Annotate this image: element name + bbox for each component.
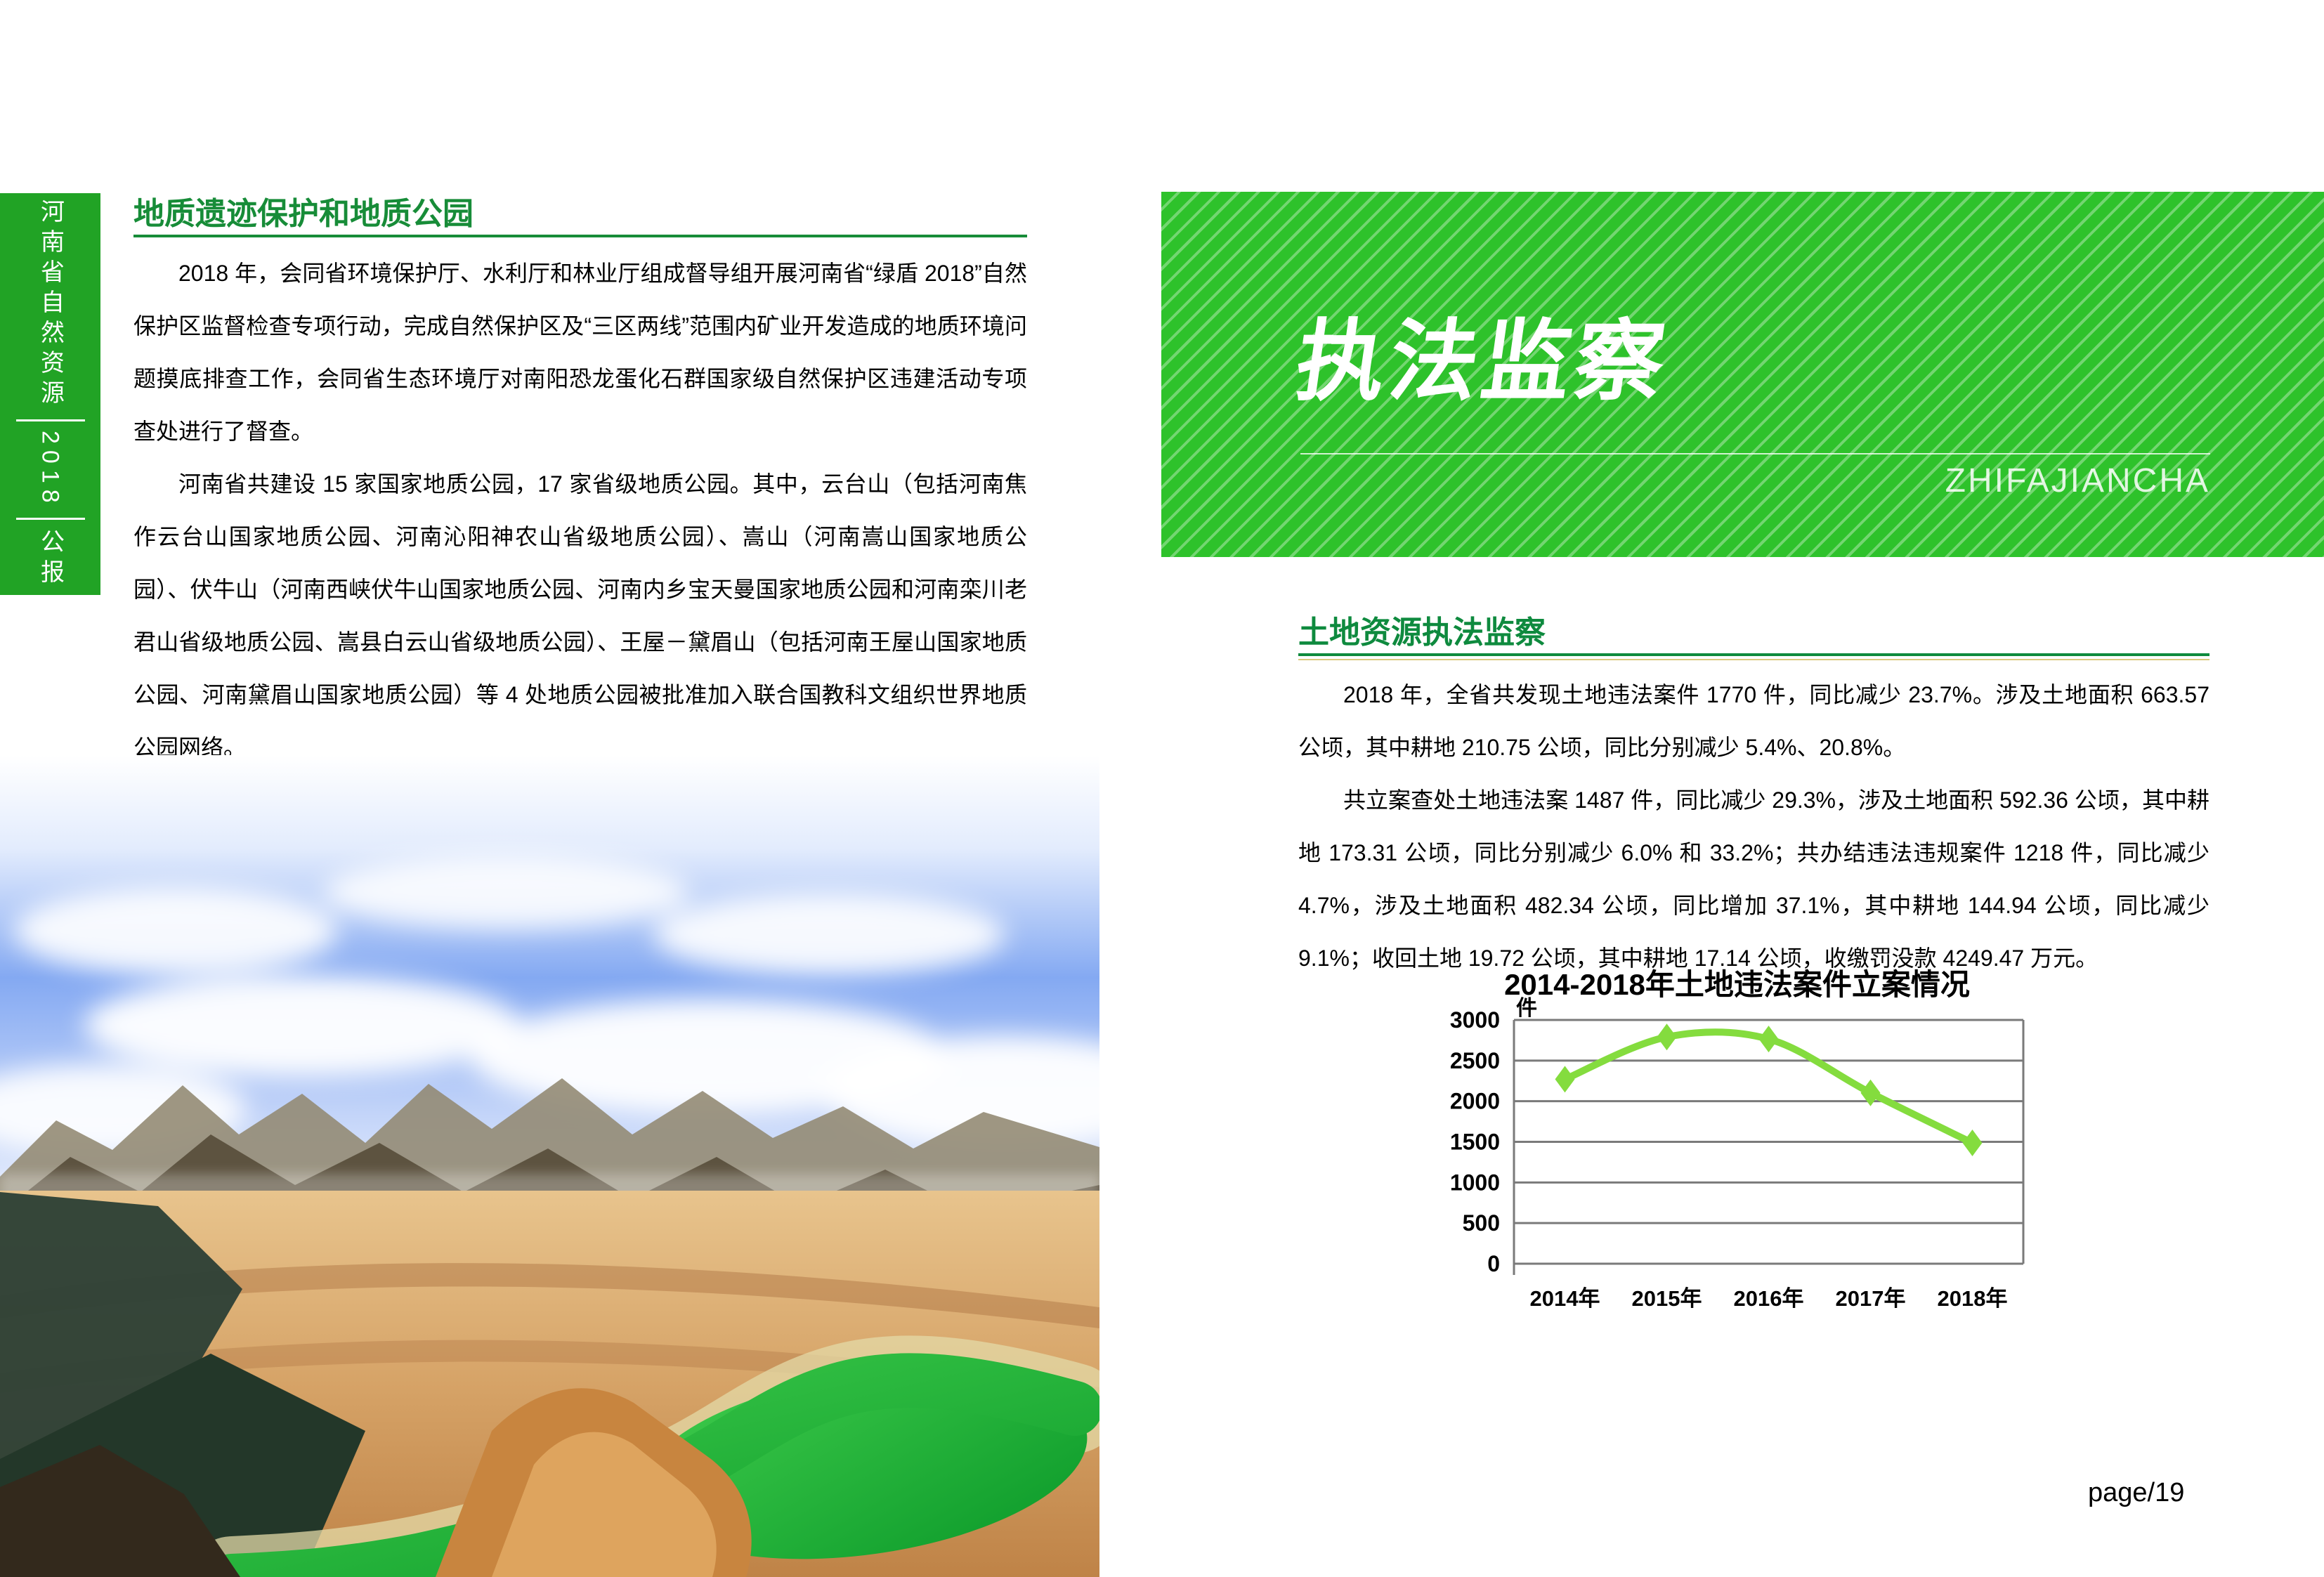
spine-bar: 河南省自然资源 2018 公报 bbox=[0, 193, 100, 595]
svg-text:2015年: 2015年 bbox=[1632, 1286, 1702, 1311]
spine-year: 2018 bbox=[37, 430, 64, 509]
spine-divider bbox=[15, 419, 85, 421]
svg-text:3000: 3000 bbox=[1450, 1007, 1500, 1033]
body-paragraph: 2018 年，全省共发现土地违法案件 1770 件，同比减少 23.7%。涉及土… bbox=[1298, 682, 2209, 760]
canyon-photo: page/18 bbox=[0, 755, 1099, 1577]
chart-title: 2014-2018年土地违法案件立案情况 bbox=[1504, 968, 1970, 1001]
svg-text:2016年: 2016年 bbox=[1734, 1286, 1804, 1311]
svg-text:1000: 1000 bbox=[1450, 1170, 1500, 1195]
svg-text:2018年: 2018年 bbox=[1938, 1286, 2008, 1311]
chapter-banner: 执法监察 ZHIFAJIANCHA bbox=[1161, 192, 2324, 557]
canyon-photo-illustration bbox=[0, 755, 1099, 1577]
svg-text:2017年: 2017年 bbox=[1836, 1286, 1906, 1311]
section-title-land-enforcement: 土地资源执法监察 bbox=[1298, 615, 1546, 650]
svg-text:2500: 2500 bbox=[1450, 1048, 1500, 1073]
svg-text:2000: 2000 bbox=[1450, 1089, 1500, 1114]
right-body-text: 2018 年，全省共发现土地违法案件 1770 件，同比减少 23.7%。涉及土… bbox=[1298, 669, 2209, 985]
section-title-underline-green bbox=[1298, 653, 2209, 656]
chapter-subtitle-pinyin: ZHIFAJIANCHA bbox=[1945, 462, 2210, 499]
page-number-right: page/19 bbox=[2088, 1478, 2185, 1507]
chart-canvas: 0 500 1000 1500 2000 2500 3000 2014年 2015年 2016年 2… bbox=[1450, 1007, 2025, 1311]
chapter-title: 执法监察 bbox=[1290, 312, 1676, 411]
svg-text:1500: 1500 bbox=[1450, 1130, 1500, 1155]
banner-divider bbox=[1300, 453, 2210, 454]
spine-label: 公报 bbox=[37, 529, 64, 590]
section-title-geology: 地质遗迹保护和地质公园 bbox=[133, 197, 474, 231]
cases-line-chart: 2014-2018年土地违法案件立案情况 件 0 500 1000 1500 2000 2… bbox=[1405, 950, 2069, 1357]
body-paragraph: 2018 年，会同省环境保护厅、水利厅和林业厅组成督导组开展河南省“绿盾 201… bbox=[133, 261, 1027, 444]
svg-text:2014年: 2014年 bbox=[1530, 1286, 1600, 1311]
body-paragraph: 共立案查处土地违法案 1487 件，同比减少 29.3%，涉及土地面积 592.… bbox=[1298, 787, 2209, 971]
body-paragraph: 河南省共建设 15 家国家地质公园，17 家省级地质公园。其中，云台山（包括河南… bbox=[133, 471, 1027, 760]
spine-series-title: 河南省自然资源 bbox=[37, 198, 64, 410]
svg-text:0: 0 bbox=[1487, 1251, 1500, 1276]
section-title-underline-gold bbox=[1298, 659, 2209, 660]
spine-divider bbox=[15, 518, 85, 521]
chart-unit-label: 件 bbox=[1516, 997, 1537, 1020]
section-title-underline bbox=[133, 235, 1027, 237]
svg-text:500: 500 bbox=[1463, 1210, 1500, 1236]
